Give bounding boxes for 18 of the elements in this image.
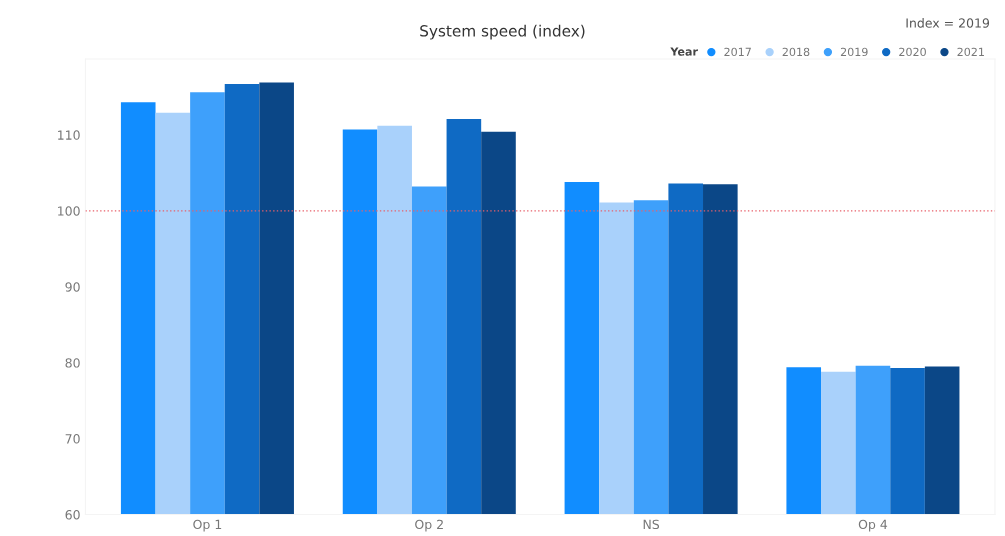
legend-label: 2018 — [782, 47, 810, 57]
y-tick-label: 110 — [58, 130, 80, 140]
x-tick-label: Op 4 — [858, 519, 888, 532]
text: Index = 2019 — [906, 18, 990, 28]
legend-label: 2017 — [724, 47, 751, 57]
legend-label: 2019 — [840, 47, 868, 57]
legend-label: 2021 — [957, 47, 984, 57]
y-tick-label: 90 — [65, 282, 80, 292]
x-tick-label: Op 2 — [415, 519, 443, 532]
legend-title: Year — [670, 47, 698, 56]
chart-title: System speed (index) — [420, 24, 585, 40]
x-tick-label: Op 1 — [193, 519, 222, 532]
y-tick-label: 80 — [65, 358, 80, 368]
y-tick-label: 100 — [58, 206, 80, 216]
x-tick-label: NS — [643, 519, 660, 530]
y-tick-label: 70 — [65, 434, 80, 444]
legend-label: 2020 — [899, 47, 926, 57]
y-tick-label: 60 — [65, 510, 80, 520]
